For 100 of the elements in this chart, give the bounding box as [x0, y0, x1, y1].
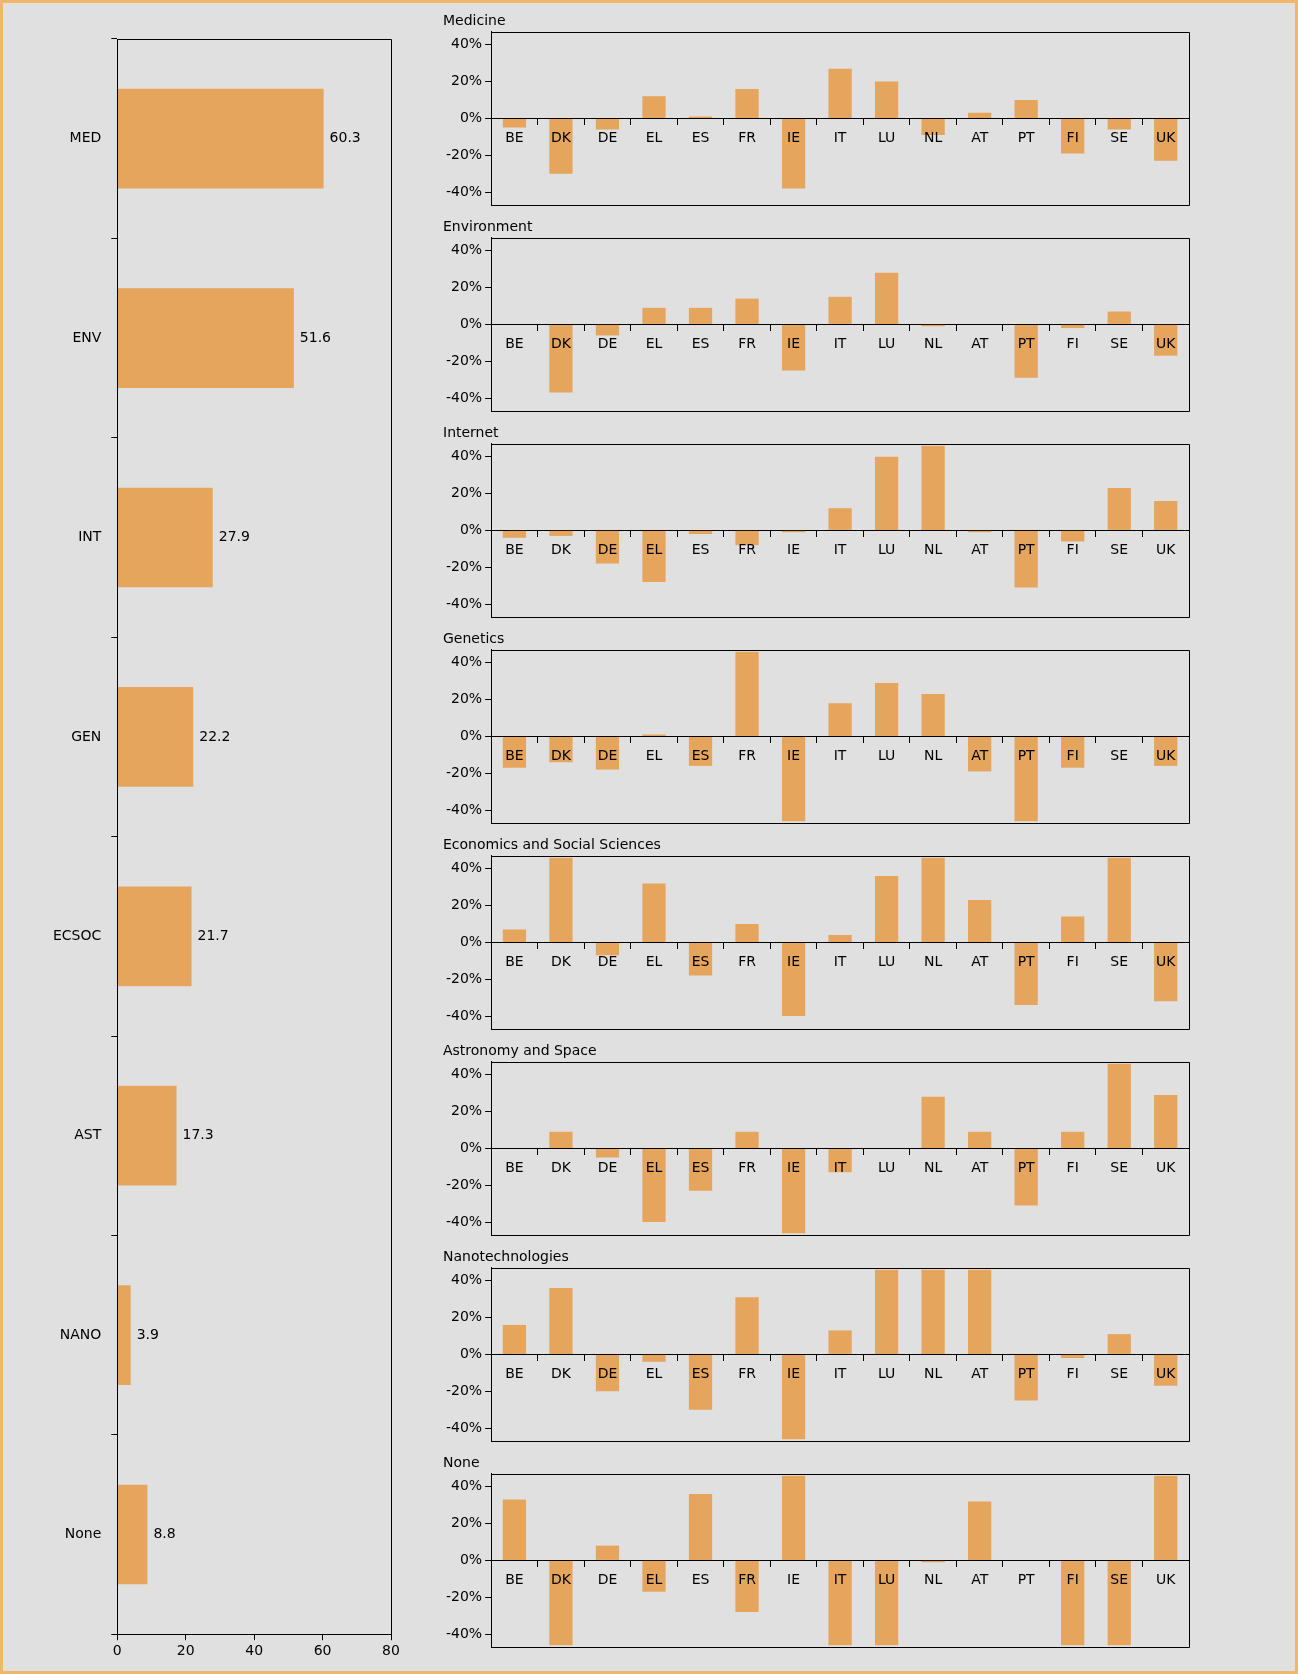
- y-tick-label: -40%: [446, 182, 483, 199]
- x-tick-label: BE: [505, 1365, 524, 1382]
- bar: [1061, 1354, 1085, 1359]
- bar: [1107, 1560, 1131, 1646]
- y-tick-label: 40%: [451, 35, 483, 52]
- bar: [735, 923, 759, 942]
- bar: [549, 324, 573, 393]
- x-tick-label: 60: [313, 1642, 332, 1659]
- x-tick-label: 80: [382, 1642, 400, 1659]
- x-tick-label: ES: [691, 1571, 710, 1588]
- y-tick-label: 0%: [459, 315, 483, 332]
- y-tick-label: NANO: [59, 1325, 102, 1342]
- x-tick-label: 40: [245, 1642, 264, 1659]
- y-tick-label: 0%: [459, 109, 483, 126]
- x-tick-label: DE: [597, 1159, 618, 1176]
- x-tick-label: IE: [787, 1365, 801, 1382]
- bar: [688, 530, 713, 535]
- x-tick-label: FR: [738, 335, 757, 352]
- y-tick-label: 0%: [459, 1139, 483, 1156]
- x-tick-label: FI: [1066, 129, 1079, 146]
- bar: [968, 1269, 992, 1354]
- x-tick-label: FI: [1066, 1571, 1079, 1588]
- x-tick-label: FI: [1066, 541, 1079, 558]
- bar: [1107, 1063, 1131, 1148]
- bar: [781, 736, 806, 822]
- bar: [1061, 916, 1085, 942]
- x-tick-label: ES: [691, 335, 710, 352]
- x-tick-label: IE: [787, 1571, 801, 1588]
- bar: [502, 1499, 527, 1560]
- y-tick-label: -40%: [446, 1212, 483, 1229]
- x-tick-label: IT: [833, 335, 847, 352]
- x-tick-label: DK: [550, 1571, 572, 1588]
- bar: [874, 876, 899, 942]
- x-tick-label: IT: [833, 1571, 847, 1588]
- x-tick-label: IE: [787, 129, 801, 146]
- x-tick-label: FI: [1066, 1159, 1079, 1176]
- bar: [828, 703, 852, 736]
- bar: [549, 1288, 573, 1354]
- bar: [968, 112, 992, 118]
- bar: [968, 1501, 992, 1560]
- bar: [828, 1148, 852, 1173]
- y-tick-label: -40%: [446, 1624, 483, 1641]
- x-tick-label: NL: [923, 541, 943, 558]
- data-label: 21.7: [197, 926, 229, 943]
- y-tick-label: -20%: [446, 763, 483, 780]
- bar: [595, 118, 620, 130]
- x-tick-label: LU: [877, 1159, 896, 1176]
- y-tick-label: -40%: [446, 388, 483, 405]
- x-tick-label: UK: [1156, 335, 1177, 352]
- y-tick-label: 40%: [451, 241, 483, 258]
- y-tick-label: 40%: [451, 447, 483, 464]
- x-tick-label: DK: [550, 335, 572, 352]
- x-tick-label: AT: [971, 1571, 989, 1588]
- x-tick-label: PT: [1017, 335, 1036, 352]
- x-tick-label: SE: [1110, 541, 1129, 558]
- bar: [1014, 324, 1038, 378]
- x-tick-label: EL: [645, 747, 663, 764]
- x-tick-label: IT: [833, 953, 847, 970]
- x-tick-label: PT: [1017, 129, 1036, 146]
- x-tick-label: DE: [597, 129, 618, 146]
- bar: [1154, 500, 1178, 530]
- x-tick-label: SE: [1110, 953, 1129, 970]
- bar: [735, 298, 759, 324]
- bar: [549, 118, 573, 174]
- bar: [828, 296, 852, 324]
- x-tick-label: BE: [505, 1159, 524, 1176]
- y-tick-label: 40%: [451, 1477, 483, 1494]
- x-tick-label: SE: [1110, 1365, 1129, 1382]
- x-tick-label: PT: [1017, 953, 1036, 970]
- y-tick-label: 40%: [451, 1065, 483, 1082]
- y-tick-label: -40%: [446, 800, 483, 817]
- bar: [874, 1560, 899, 1646]
- x-tick-label: PT: [1017, 747, 1036, 764]
- x-tick-label: LU: [877, 335, 896, 352]
- x-tick-label: IT: [833, 1159, 847, 1176]
- x-tick-label: BE: [505, 129, 524, 146]
- y-tick-label: -20%: [446, 557, 483, 574]
- x-tick-label: AT: [971, 541, 989, 558]
- bar: [968, 900, 992, 942]
- bar: [117, 1484, 148, 1585]
- x-tick-label: SE: [1110, 747, 1129, 764]
- x-tick-label: DE: [597, 747, 618, 764]
- x-tick-label: BE: [505, 541, 524, 558]
- x-tick-label: SE: [1110, 335, 1129, 352]
- bar: [1014, 1354, 1038, 1401]
- bar: [828, 1330, 852, 1354]
- x-tick-label: LU: [877, 129, 896, 146]
- bar: [1107, 857, 1131, 942]
- y-tick-label: 0%: [459, 727, 483, 744]
- x-tick-label: BE: [505, 1571, 524, 1588]
- x-tick-label: DK: [550, 747, 572, 764]
- bar: [921, 1096, 945, 1148]
- y-tick-label: 40%: [451, 1271, 483, 1288]
- x-tick-label: LU: [877, 953, 896, 970]
- x-tick-label: NL: [923, 335, 943, 352]
- bar: [1061, 324, 1085, 329]
- bar: [595, 1148, 620, 1158]
- data-label: 60.3: [329, 129, 361, 146]
- bar: [874, 81, 899, 118]
- x-tick-label: EL: [645, 953, 663, 970]
